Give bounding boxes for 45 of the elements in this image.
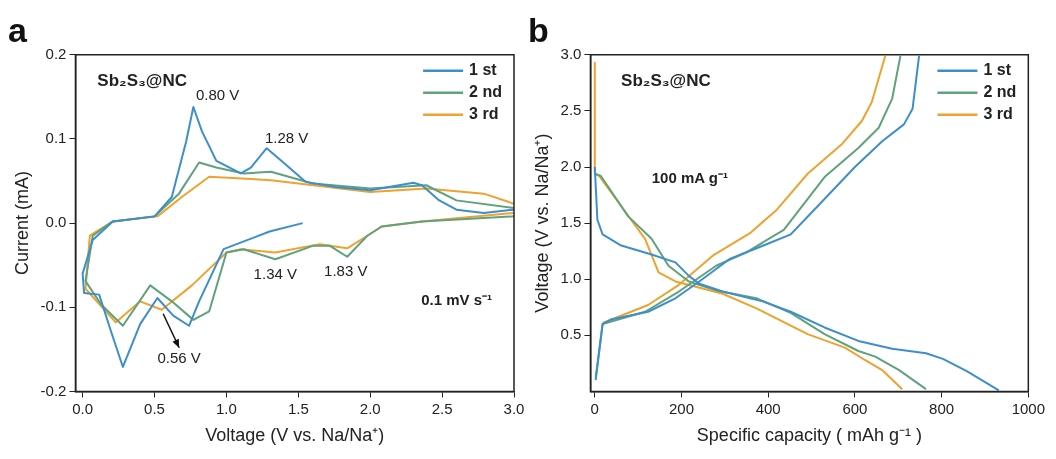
annotation: 1.83 V [324,262,368,280]
legend-label: 1 st [983,61,1012,79]
y-axis-title: Voltage (V vs. Na/Na⁺) [531,133,552,313]
x-tick-label: 3.0 [503,399,525,417]
x-tick-label: 600 [842,399,868,417]
annotation: 0.80 V [195,85,240,103]
y-tick-label: 2.5 [560,101,582,119]
x-tick-label: 800 [929,399,955,417]
legend-label: 2 nd [469,83,502,101]
y-tick-label: 1.5 [560,213,582,231]
y-axis-title: Current (mA) [11,171,32,276]
annotation: 100 mA g⁻¹ [651,169,728,187]
annotation: 1.28 V [265,128,309,146]
y-tick-label: 0.1 [45,129,67,147]
annotation: 0.56 V [157,349,201,367]
x-tick-label: 1000 [1011,399,1045,417]
x-axis-title: Voltage (V vs. Na/Na⁺) [205,425,385,446]
x-tick-label: 0 [590,399,599,417]
x-tick-label: 1.5 [287,399,309,417]
x-tick-label: 400 [755,399,781,417]
x-tick-label: 0.5 [144,399,165,417]
chart-title: b [528,10,549,49]
x-tick-label: 1.0 [215,399,237,417]
annotation: Sb₂S₃@NC [97,71,187,91]
chart-title: a [8,10,28,49]
y-tick-label: 0.0 [45,213,67,231]
y-tick-label: 0.5 [560,325,582,343]
legend-label: 3 rd [983,105,1013,123]
y-tick-label: 2.0 [560,157,582,175]
legend-label: 2 nd [983,83,1017,101]
x-axis-title: Specific capacity ( mAh g⁻¹ ) [696,425,922,446]
legend-label: 1 st [469,61,498,79]
annotation: 0.1 mV s⁻¹ [421,290,493,308]
x-tick-label: 2.0 [359,399,381,417]
y-tick-label: 0.2 [45,44,67,62]
y-tick-label: 1.0 [560,269,582,287]
annotation: Sb₂S₃@NC [621,71,711,91]
x-tick-label: 0.0 [72,399,94,417]
y-tick-label: -0.1 [40,297,67,315]
y-tick-label: 3.0 [560,44,582,62]
y-tick-label: -0.2 [40,381,67,399]
x-tick-label: 2.5 [431,399,453,417]
legend-label: 3 rd [469,105,499,123]
annotation: 1.34 V [253,264,297,282]
x-tick-label: 200 [668,399,695,417]
